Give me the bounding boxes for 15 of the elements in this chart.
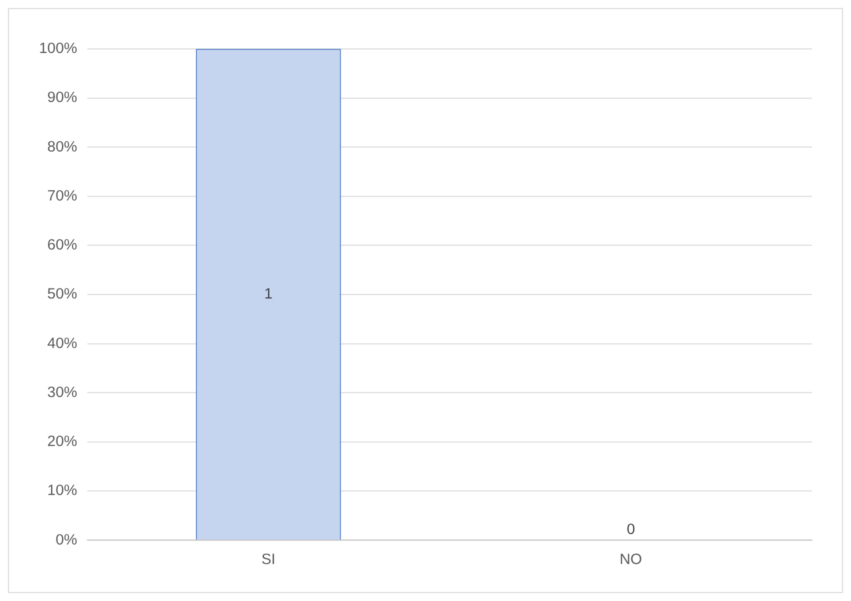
y-tick-label: 100% [38, 40, 78, 57]
y-tick-label: 0% [56, 531, 78, 548]
x-tick-label: NO [620, 551, 642, 568]
y-tick-label: 90% [47, 89, 78, 106]
data-label: 0 [626, 520, 636, 538]
x-tick-label: SI [261, 551, 276, 568]
data-label: 1 [264, 285, 273, 302]
y-tick-label: 70% [47, 187, 78, 204]
y-tick-label: 20% [47, 433, 78, 450]
y-tick-label: 40% [47, 334, 78, 352]
y-tick-label: 80% [47, 138, 78, 156]
y-tick-label: 10% [47, 482, 78, 500]
y-tick-label: 30% [47, 384, 78, 401]
y-tick-label: 60% [47, 236, 78, 254]
y-tick-label: 50% [47, 286, 78, 303]
